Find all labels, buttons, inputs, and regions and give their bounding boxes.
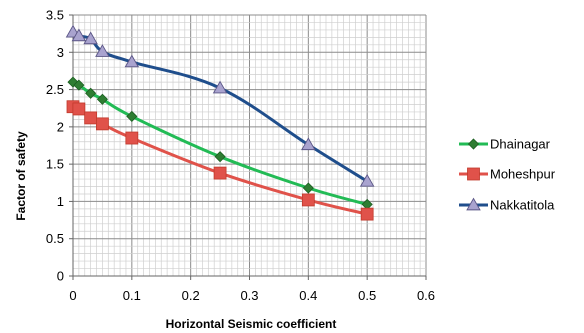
- y-tick-label: 2.5: [46, 82, 64, 97]
- data-point-nakkatitola: [212, 80, 228, 94]
- series-markers: [65, 24, 375, 221]
- legend-label-dhainagar: Dhainagar: [490, 137, 551, 152]
- data-point-nakkatitola: [359, 173, 375, 187]
- data-point-nakkatitola: [124, 54, 140, 68]
- data-point-moheshpur: [125, 131, 139, 145]
- x-tick-label: 0.2: [182, 288, 200, 303]
- data-point-nakkatitola: [95, 44, 110, 57]
- x-tick-label: 0: [69, 288, 76, 303]
- y-axis-title: Factor of safety: [14, 131, 28, 221]
- y-tick-label: 3: [57, 45, 64, 60]
- y-tick-label: 0: [57, 269, 64, 284]
- data-point-moheshpur: [360, 207, 374, 221]
- data-point-moheshpur: [301, 193, 315, 207]
- y-tick-label: 1: [57, 194, 64, 209]
- data-point-nakkatitola: [301, 137, 316, 151]
- data-point-moheshpur: [213, 166, 227, 180]
- data-point-moheshpur: [96, 117, 109, 131]
- legend-marker-nakkatitola: [466, 197, 481, 211]
- data-point-moheshpur: [72, 102, 86, 116]
- data-point-dhainagar: [126, 110, 138, 122]
- data-point-nakkatitola: [83, 31, 98, 45]
- y-tick-label: 0.5: [46, 231, 64, 246]
- legend-label-nakkatitola: Nakkatitola: [490, 198, 555, 213]
- x-tick-label: 0.3: [240, 288, 258, 303]
- x-tick-label: 0.5: [358, 288, 376, 303]
- data-point-nakkatitola: [71, 28, 87, 42]
- data-point-dhainagar: [85, 87, 97, 99]
- legend-marker-moheshpur: [467, 167, 480, 181]
- legend-marker-dhainagar: [467, 138, 480, 150]
- legend-label-moheshpur: Moheshpur: [490, 167, 556, 182]
- data-point-dhainagar: [214, 151, 226, 163]
- x-tick-label: 0.6: [417, 288, 435, 303]
- data-point-dhainagar: [302, 182, 314, 194]
- x-tick-label: 0.1: [123, 288, 141, 303]
- legend: Dhainagar Moheshpur Nakkatitola: [459, 137, 556, 213]
- data-point-dhainagar: [73, 79, 85, 91]
- data-point-moheshpur: [84, 111, 98, 125]
- x-tick-label: 0.4: [299, 288, 317, 303]
- gridlines: [72, 14, 427, 277]
- axes: [69, 14, 427, 280]
- y-tick-label: 3.5: [46, 8, 64, 23]
- tick-labels: 0 0.5 1 1.5 2 2.5 3 3.5 0 0.1 0.2 0.3 0.4 0.5 0.6: [46, 8, 435, 304]
- y-tick-label: 1.5: [46, 157, 64, 172]
- y-tick-label: 2: [57, 119, 64, 134]
- x-axis-title: Horizontal Seismic coefficient: [166, 317, 337, 331]
- data-point-dhainagar: [96, 93, 108, 105]
